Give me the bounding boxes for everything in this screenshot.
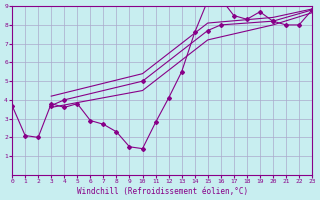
X-axis label: Windchill (Refroidissement éolien,°C): Windchill (Refroidissement éolien,°C): [76, 187, 248, 196]
